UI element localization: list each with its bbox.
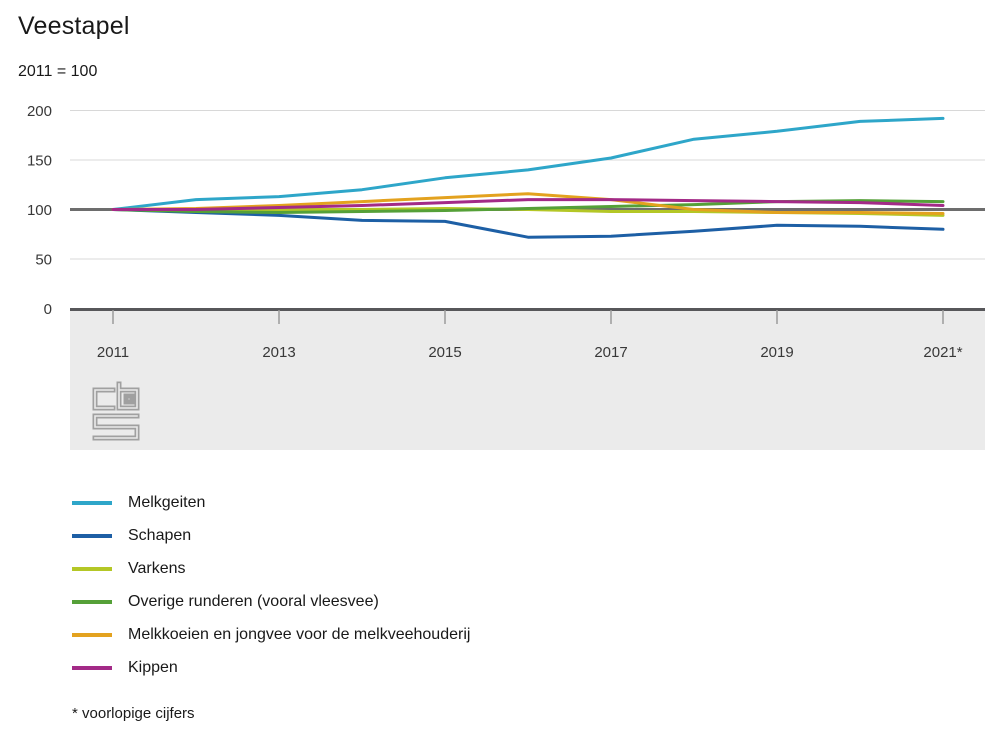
chart-subtitle: 2011 = 100 (18, 63, 98, 80)
legend-label: Kippen (128, 659, 178, 676)
x-axis-label: 2017 (594, 344, 627, 361)
y-axis-label: 200 (27, 103, 52, 120)
legend-item: Melkkoeien en jongvee voor de melkveehou… (72, 624, 470, 646)
legend-label: Overige runderen (vooral vleesvee) (128, 593, 379, 610)
x-axis-label: 2021* (923, 344, 962, 361)
legend: Melkgeiten Schapen Varkens Overige runderen… (72, 492, 470, 690)
y-axis-label: 0 (44, 301, 52, 318)
series-line-schapen (111, 208, 945, 239)
legend-swatch (72, 567, 112, 571)
series-line-melkkoeien-en-jongvee-voor-de-melkveehouderij (111, 192, 945, 215)
legend-swatch (72, 600, 112, 604)
y-axis-label: 50 (35, 252, 52, 269)
legend-label: Melkgeiten (128, 494, 206, 511)
legend-item: Overige runderen (vooral vleesvee) (72, 591, 470, 613)
legend-label: Melkkoeien en jongvee voor de melkveehou… (128, 626, 471, 643)
legend-label: Varkens (128, 560, 186, 577)
legend-item: Kippen (72, 657, 470, 679)
x-axis-label: 2011 (97, 344, 129, 361)
x-axis-label: 2015 (428, 344, 461, 361)
footnote: * voorlopige cijfers (72, 705, 195, 722)
x-axis-label: 2019 (760, 344, 793, 361)
cbs-logo-icon (92, 381, 140, 441)
plot-area: 0 50 100 150 200 2011 2013 2015 2017 2019 2021* (27, 103, 985, 450)
chart-title: Veestapel (18, 12, 130, 40)
legend-swatch (72, 633, 112, 637)
legend-item: Melkgeiten (72, 492, 470, 514)
y-axis-label: 150 (27, 153, 52, 170)
legend-label: Schapen (128, 527, 192, 544)
series-line-melkgeiten (111, 116, 945, 211)
legend-swatch (72, 501, 112, 505)
legend-swatch (72, 666, 112, 670)
y-axis-label: 100 (27, 202, 52, 219)
legend-item: Varkens (72, 558, 470, 580)
legend-swatch (72, 534, 112, 538)
x-axis-band (70, 311, 985, 450)
legend-item: Schapen (72, 525, 470, 547)
series-line-kippen (111, 198, 945, 211)
x-axis-label: 2013 (262, 344, 295, 361)
